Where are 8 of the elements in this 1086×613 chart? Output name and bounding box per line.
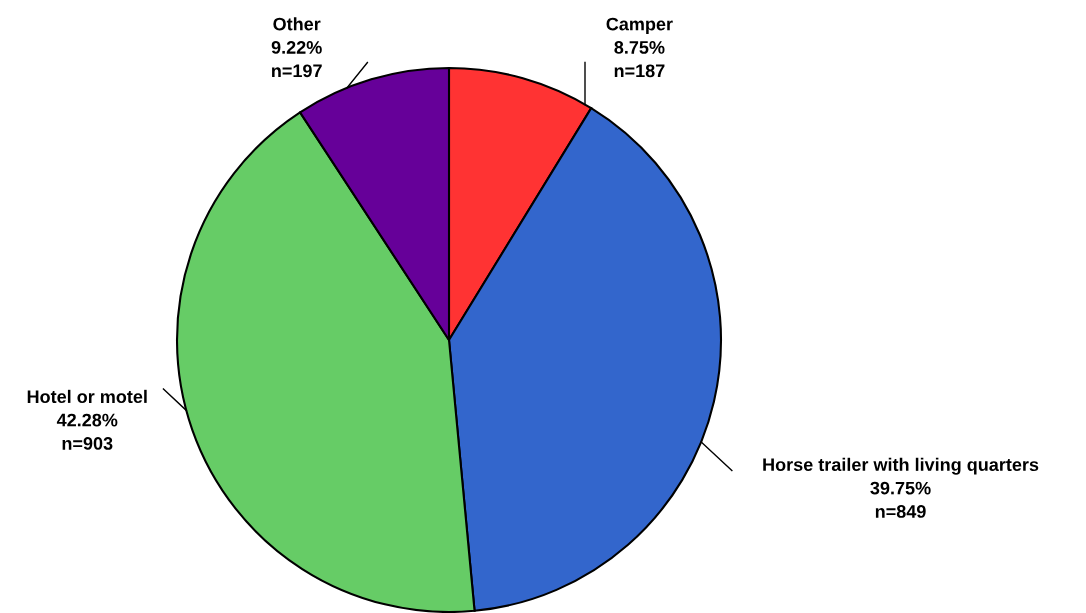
slice-label: Hotel or motel [27,389,147,404]
data-label: 42.28% n=903 [56,413,118,450]
slice-label: Other [273,17,321,31]
data-label: 39.75% n=849 [870,481,931,518]
data-label: 8.75% n=187 [614,41,665,78]
legend-label: Horse trailer with living quarters [763,457,1039,475]
data-label: 9.22% n=197 [271,41,322,78]
slice-label: Camper [606,17,673,34]
